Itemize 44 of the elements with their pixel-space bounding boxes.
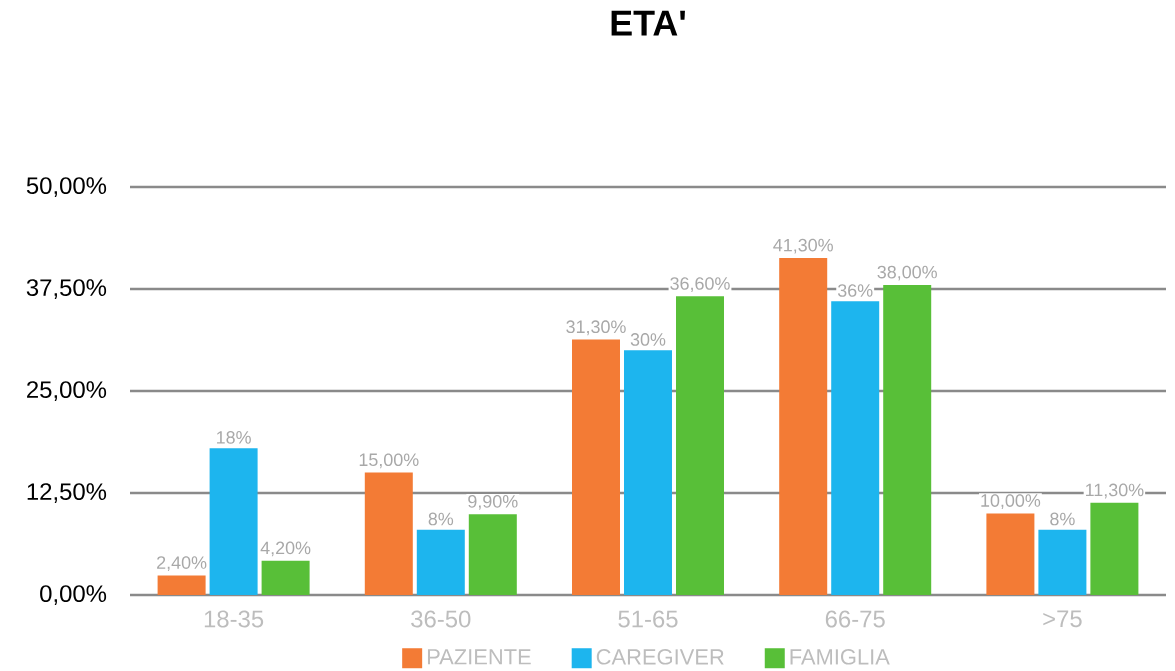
- bar: [779, 258, 828, 595]
- legend-label: CAREGIVER: [596, 649, 724, 665]
- bar: [883, 284, 932, 595]
- data-label: 4,20%: [260, 541, 311, 557]
- x-tick-label: 36-50: [411, 610, 471, 628]
- data-label: 38,00%: [877, 265, 937, 281]
- bar: [572, 339, 620, 595]
- data-label: 36,60%: [670, 277, 730, 292]
- y-tick-label: 25,00%: [27, 381, 107, 401]
- bar: [364, 472, 413, 595]
- bar: [676, 296, 724, 595]
- data-label: 2,40%: [157, 556, 207, 572]
- data-label: 31,30%: [566, 320, 626, 336]
- x-tick-label: >75: [1043, 610, 1082, 628]
- bar: [261, 560, 310, 595]
- data-label: 11,30%: [1086, 483, 1144, 499]
- bar: [831, 301, 880, 595]
- bar: [1038, 529, 1087, 595]
- data-label: 41,30%: [773, 238, 833, 254]
- data-label: 15,00%: [359, 453, 419, 469]
- legend-label: PAZIENTE: [427, 649, 531, 665]
- y-tick-label: 37,50%: [26, 279, 107, 299]
- legend-label: FAMIGLIA: [790, 649, 890, 665]
- data-label: 30%: [630, 333, 666, 346]
- data-label: 18%: [217, 431, 251, 444]
- y-tick-label: 0,00%: [40, 585, 107, 605]
- data-label: 10,00%: [981, 494, 1041, 509]
- data-label: 36%: [837, 284, 873, 297]
- x-tick-label: 51-65: [618, 610, 678, 628]
- bar: [1090, 502, 1139, 595]
- bar: [209, 448, 258, 595]
- y-tick-label: 50,00%: [26, 177, 107, 197]
- bar: [157, 575, 206, 595]
- bar: [986, 513, 1035, 595]
- x-tick-label: 66-75: [825, 610, 885, 628]
- chart-title: ETA': [611, 10, 685, 36]
- data-label: 8%: [428, 512, 454, 526]
- bar: [416, 529, 465, 595]
- data-label: 8%: [1050, 512, 1075, 526]
- data-label: 9,90%: [468, 494, 518, 510]
- bar: [624, 350, 672, 595]
- bar: [468, 514, 517, 595]
- x-tick-label: 18-35: [204, 610, 264, 628]
- y-tick-label: 12,50%: [27, 483, 107, 503]
